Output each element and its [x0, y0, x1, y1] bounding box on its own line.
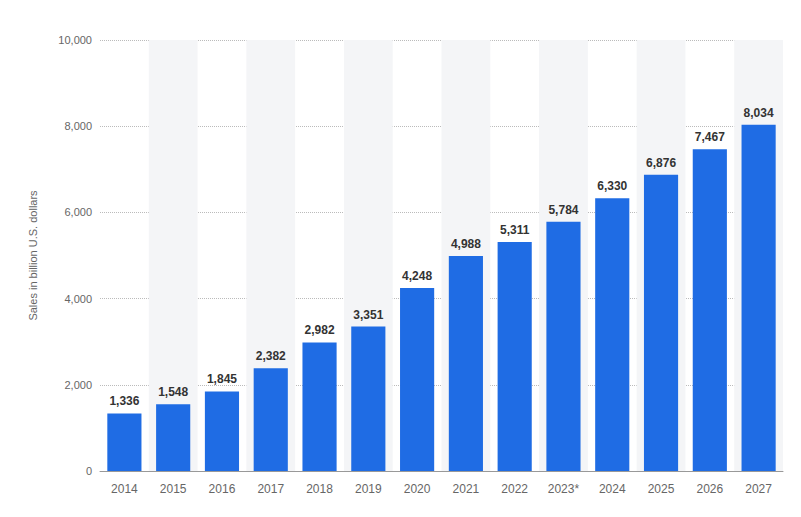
svg-text:4,000: 4,000 [64, 293, 92, 305]
svg-text:6,000: 6,000 [64, 206, 92, 218]
svg-text:1,845: 1,845 [207, 372, 237, 386]
svg-text:2027: 2027 [745, 482, 772, 496]
svg-text:5,784: 5,784 [548, 203, 578, 217]
svg-text:2023*: 2023* [548, 482, 580, 496]
svg-text:4,988: 4,988 [451, 237, 481, 251]
svg-text:10,000: 10,000 [58, 34, 92, 46]
svg-text:5,311: 5,311 [500, 223, 530, 237]
svg-text:Sales in billion U.S. dollars: Sales in billion U.S. dollars [27, 190, 39, 321]
svg-text:8,034: 8,034 [744, 106, 774, 120]
svg-text:2019: 2019 [355, 482, 382, 496]
svg-text:2,982: 2,982 [305, 323, 335, 337]
svg-text:2016: 2016 [209, 482, 236, 496]
svg-text:2018: 2018 [306, 482, 333, 496]
svg-text:2,000: 2,000 [64, 379, 92, 391]
svg-text:2014: 2014 [111, 482, 138, 496]
svg-text:2021: 2021 [453, 482, 480, 496]
svg-text:2025: 2025 [648, 482, 675, 496]
svg-text:6,876: 6,876 [646, 156, 676, 170]
svg-text:2,382: 2,382 [256, 349, 286, 363]
svg-text:3,351: 3,351 [353, 308, 383, 322]
svg-text:2022: 2022 [501, 482, 528, 496]
svg-text:2026: 2026 [696, 482, 723, 496]
svg-text:2017: 2017 [257, 482, 284, 496]
svg-text:2024: 2024 [599, 482, 626, 496]
svg-text:1,336: 1,336 [109, 394, 139, 408]
svg-text:1,548: 1,548 [158, 385, 188, 399]
svg-text:2020: 2020 [404, 482, 431, 496]
svg-text:0: 0 [86, 465, 92, 477]
svg-text:2015: 2015 [160, 482, 187, 496]
svg-text:6,330: 6,330 [597, 179, 627, 193]
svg-text:7,467: 7,467 [695, 130, 725, 144]
svg-text:8,000: 8,000 [64, 120, 92, 132]
svg-text:4,248: 4,248 [402, 269, 432, 283]
